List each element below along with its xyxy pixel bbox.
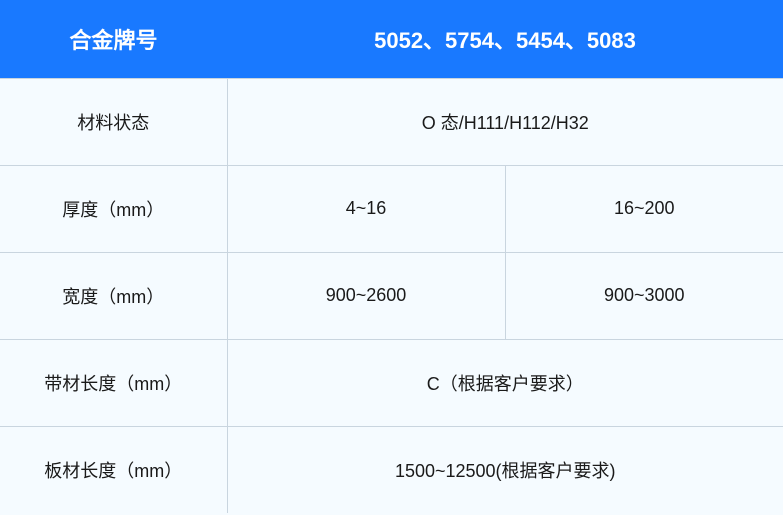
row-value: O 态/H111/H112/H32 [227, 78, 783, 165]
row-label: 材料状态 [0, 78, 227, 165]
table-row: 材料状态O 态/H111/H112/H32 [0, 78, 783, 165]
table-row: 宽度（mm）900~2600900~3000 [0, 252, 783, 339]
row-label: 板材长度（mm） [0, 426, 227, 513]
row-value: 4~16 [227, 165, 505, 252]
table-row: 板材长度（mm）1500~12500(根据客户要求) [0, 426, 783, 513]
header-alloy-label: 合金牌号 [0, 0, 227, 78]
row-value: 16~200 [505, 165, 783, 252]
row-label: 带材长度（mm） [0, 339, 227, 426]
row-label: 宽度（mm） [0, 252, 227, 339]
table-row: 带材长度（mm）C（根据客户要求） [0, 339, 783, 426]
row-label: 厚度（mm） [0, 165, 227, 252]
row-value: C（根据客户要求） [227, 339, 783, 426]
row-value: 900~3000 [505, 252, 783, 339]
table-row: 厚度（mm）4~1616~200 [0, 165, 783, 252]
header-alloy-values: 5052、5754、5454、5083 [227, 0, 783, 78]
table-header-row: 合金牌号 5052、5754、5454、5083 [0, 0, 783, 78]
row-value: 900~2600 [227, 252, 505, 339]
alloy-spec-table: 合金牌号 5052、5754、5454、5083 材料状态O 态/H111/H1… [0, 0, 783, 513]
row-value: 1500~12500(根据客户要求) [227, 426, 783, 513]
